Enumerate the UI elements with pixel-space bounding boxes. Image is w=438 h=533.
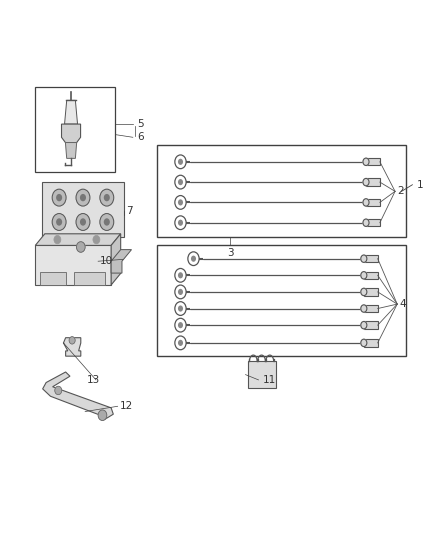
Circle shape (80, 219, 86, 225)
Bar (363, 272, 377, 279)
Polygon shape (111, 234, 120, 285)
Circle shape (362, 179, 368, 186)
Circle shape (360, 255, 366, 262)
Text: 12: 12 (120, 401, 133, 411)
Circle shape (52, 189, 66, 206)
Circle shape (362, 199, 368, 206)
Circle shape (360, 288, 366, 296)
Text: 7: 7 (126, 206, 133, 216)
Polygon shape (64, 100, 78, 124)
Circle shape (56, 194, 62, 201)
Bar (365, 219, 379, 227)
Text: 10: 10 (100, 256, 113, 266)
Circle shape (93, 236, 99, 244)
Bar (42, 182, 124, 238)
Circle shape (177, 272, 183, 278)
Bar (365, 199, 379, 206)
Circle shape (99, 189, 113, 206)
Bar (35, 87, 115, 172)
Circle shape (177, 289, 183, 295)
Circle shape (76, 241, 85, 252)
Circle shape (80, 194, 86, 201)
Circle shape (76, 189, 90, 206)
Polygon shape (61, 124, 81, 142)
Circle shape (55, 386, 62, 394)
Bar (363, 339, 377, 346)
Circle shape (69, 337, 75, 344)
Circle shape (177, 340, 183, 346)
Polygon shape (42, 372, 113, 419)
Bar (363, 255, 377, 262)
Polygon shape (111, 249, 131, 273)
Circle shape (362, 158, 368, 165)
Circle shape (177, 199, 183, 206)
Circle shape (103, 194, 110, 201)
Text: 1: 1 (416, 180, 422, 190)
Polygon shape (65, 142, 77, 158)
Polygon shape (64, 338, 81, 356)
Text: 3: 3 (226, 248, 233, 258)
Circle shape (177, 305, 183, 312)
Bar (363, 288, 377, 296)
Bar (363, 305, 377, 312)
Polygon shape (35, 234, 120, 245)
Circle shape (177, 220, 183, 226)
Circle shape (360, 305, 366, 312)
Text: 6: 6 (137, 132, 143, 142)
Bar (65, 237, 96, 253)
Circle shape (54, 236, 61, 244)
Bar (74, 272, 104, 285)
Bar (247, 361, 275, 388)
Bar (363, 321, 377, 329)
Text: 4: 4 (399, 299, 405, 309)
Text: 11: 11 (262, 375, 276, 385)
Bar (365, 158, 379, 165)
Circle shape (177, 159, 183, 165)
Bar (156, 145, 405, 238)
Bar (39, 272, 65, 285)
Bar (365, 179, 379, 186)
Circle shape (360, 339, 366, 346)
Circle shape (177, 179, 183, 185)
Circle shape (99, 214, 113, 230)
Circle shape (360, 321, 366, 329)
Circle shape (56, 219, 62, 225)
Circle shape (103, 219, 110, 225)
Circle shape (360, 272, 366, 279)
Circle shape (177, 322, 183, 328)
Bar (35, 245, 111, 285)
Circle shape (98, 410, 106, 421)
Circle shape (191, 256, 196, 262)
Text: 5: 5 (137, 119, 143, 129)
Circle shape (362, 219, 368, 227)
Text: 2: 2 (396, 187, 403, 196)
Text: 13: 13 (87, 375, 100, 385)
Circle shape (76, 214, 90, 230)
Bar (156, 245, 405, 356)
Circle shape (52, 214, 66, 230)
